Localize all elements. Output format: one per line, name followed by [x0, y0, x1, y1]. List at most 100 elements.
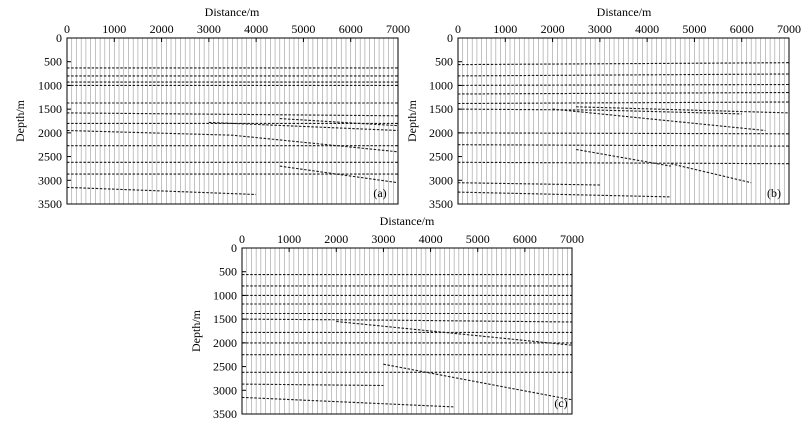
panel-b-reflector-1 — [457, 62, 790, 66]
panel-c-reflector-12 — [383, 363, 573, 401]
panel-a-y-tick-label: 3500 — [38, 197, 62, 211]
panel-a-x-tick-label: 7000 — [386, 22, 410, 36]
panel-a-y-tick-label: 1500 — [38, 102, 62, 116]
panel-c-y-tick-label: 1500 — [213, 312, 237, 326]
panel-b-reflector-15 — [457, 191, 671, 198]
panel-c-y-tick-label: 2500 — [213, 360, 237, 374]
panel-b-reflector-4 — [457, 91, 790, 95]
panel-b-ylabel: Depth/m — [405, 99, 419, 142]
panel-c-x-tick-label: 3000 — [371, 232, 395, 246]
panel-a-reflector-8 — [66, 129, 399, 153]
panel-b-y-ticks: 0 500 1000 1500 2000 2500 3000 3500 — [429, 31, 462, 211]
panel-b-x-ticks: 0 1000 2000 3000 4000 5000 6000 7000 — [455, 22, 801, 42]
panel-c-y-tick-label: 1000 — [213, 288, 237, 302]
panel-c-reflector-7 — [336, 320, 573, 346]
panel-a-y-tick-label: 2000 — [38, 126, 62, 140]
panel-a-x-tick-label: 5000 — [291, 22, 315, 36]
panel-a-ylabel: Depth/m — [13, 99, 27, 142]
panel-c-reflector-14 — [241, 396, 455, 408]
panel-b-x-tick-label: 2000 — [541, 22, 565, 36]
panel-a: Distance/m Depth/m 0 1000 2000 3000 4000 5000… — [13, 5, 410, 211]
panel-a-reflector-15 — [279, 165, 399, 184]
panel-b-xlabel: Distance/m — [597, 5, 652, 19]
panel-a-reflector-10 — [279, 118, 399, 127]
panel-b-reflector-5 — [457, 101, 790, 105]
panel-a-y-ticks: 0 500 1000 1500 2000 2500 3000 3500 — [38, 31, 71, 211]
panel-c-x-tick-label: 5000 — [466, 232, 490, 246]
panel-a-label: (a) — [373, 186, 386, 200]
panel-c-frame — [241, 247, 573, 415]
panel-b-reflector-14 — [457, 182, 600, 186]
panel-b-traces — [462, 38, 785, 204]
panel-b-reflector-8 — [552, 108, 766, 132]
panel-a-xlabel: Distance/m — [205, 5, 260, 19]
panel-c-y-ticks: 0 500 1000 1500 2000 2500 3000 3500 — [213, 241, 246, 421]
panel-a-y-tick-label: 2500 — [38, 150, 62, 164]
panel-c-reflectors — [241, 274, 573, 408]
panel-b-reflectors — [457, 62, 790, 198]
panel-c-y-tick-label: 0 — [231, 241, 237, 255]
panel-b-reflector-13 — [670, 163, 752, 184]
panel-c-reflector-6 — [241, 318, 573, 323]
panel-b-reflector-3 — [457, 83, 790, 86]
panel-b-y-tick-label: 2000 — [429, 126, 453, 140]
panel-a-reflectors — [66, 67, 399, 196]
panel-b-y-tick-label: 0 — [447, 31, 453, 45]
panel-b-y-tick-label: 2500 — [429, 150, 453, 164]
panel-b-label: (b) — [767, 186, 781, 200]
panel-b-x-tick-label: 0 — [455, 22, 461, 36]
panel-a-reflector-9 — [208, 121, 399, 132]
panel-b-y-tick-label: 1500 — [429, 102, 453, 116]
panel-a-y-tick-label: 0 — [56, 31, 62, 45]
panel-c-reflector-13 — [241, 383, 384, 387]
panel-a-x-ticks: 0 1000 2000 3000 4000 5000 6000 7000 — [64, 22, 410, 42]
panel-a-x-tick-label: 1000 — [102, 22, 126, 36]
panel-b-reflector-6 — [457, 108, 742, 115]
panel-b: Distance/m Depth/m 0 1000 2000 3000 4000 5000… — [405, 5, 801, 211]
panel-c-traces — [246, 248, 568, 414]
panel-c-ylabel: Depth/m — [189, 309, 203, 352]
panel-a-x-tick-label: 2000 — [150, 22, 174, 36]
panel-b-reflector-7 — [576, 106, 790, 114]
panel-a-traces — [71, 38, 394, 204]
panel-a-reflector-14 — [66, 186, 257, 196]
panel-b-reflector-12 — [457, 161, 790, 165]
panel-c-x-tick-label: 4000 — [419, 232, 443, 246]
panel-b-reflector-10 — [457, 144, 790, 147]
panel-c-x-tick-label: 0 — [239, 232, 245, 246]
panel-c-x-tick-label: 2000 — [324, 232, 348, 246]
panel-b-reflector-2 — [457, 73, 790, 77]
panel-a-x-tick-label: 4000 — [244, 22, 268, 36]
panel-b-x-tick-label: 6000 — [730, 22, 754, 36]
panel-a-x-tick-label: 6000 — [339, 22, 363, 36]
panel-b-x-tick-label: 4000 — [635, 22, 659, 36]
panel-b-frame — [457, 37, 790, 205]
panel-a-y-tick-label: 500 — [44, 55, 62, 69]
panel-a-y-tick-label: 3000 — [38, 173, 62, 187]
panel-a-x-tick-label: 3000 — [197, 22, 221, 36]
panel-b-x-tick-label: 5000 — [682, 22, 706, 36]
panel-b-y-tick-label: 3500 — [429, 197, 453, 211]
panel-c-y-tick-label: 3500 — [213, 407, 237, 421]
panel-b-y-tick-label: 3000 — [429, 173, 453, 187]
panel-b-x-tick-label: 7000 — [777, 22, 801, 36]
panel-c-y-tick-label: 2000 — [213, 336, 237, 350]
panel-b-x-tick-label: 1000 — [493, 22, 517, 36]
panel-b-x-tick-label: 3000 — [588, 22, 612, 36]
panel-a-y-tick-label: 1000 — [38, 78, 62, 92]
panel-c-label: (c) — [554, 396, 567, 410]
panel-c-xlabel: Distance/m — [380, 214, 435, 228]
panel-c-x-tick-label: 7000 — [560, 232, 584, 246]
panel-a-frame — [66, 37, 399, 205]
panel-b-y-tick-label: 1000 — [429, 78, 453, 92]
panel-a-x-tick-label: 0 — [64, 22, 70, 36]
panel-c-y-tick-label: 3000 — [213, 383, 237, 397]
panel-c-x-ticks: 0 1000 2000 3000 4000 5000 6000 7000 — [239, 232, 584, 252]
panel-c-y-tick-label: 500 — [219, 265, 237, 279]
panel-c-x-tick-label: 6000 — [513, 232, 537, 246]
panel-b-reflector-9 — [457, 132, 790, 135]
panel-c: Distance/m Depth/m 0 1000 2000 3000 4000 5000… — [189, 214, 584, 421]
panel-b-y-tick-label: 500 — [435, 55, 453, 69]
panel-a-reflector-6 — [66, 112, 399, 117]
